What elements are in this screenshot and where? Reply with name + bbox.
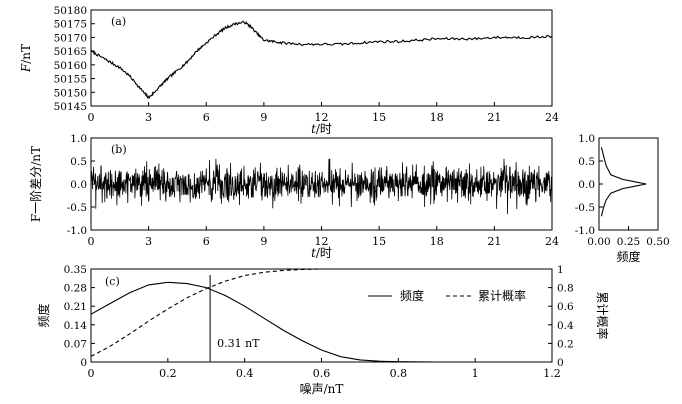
panel-c-xtick-label: 0.8 [390,367,408,380]
panel-b-label: (b) [111,143,127,156]
panel-b-xtick-label: 12 [315,235,329,248]
panel-b-ytick-label: 0.5 [70,156,87,168]
side-panel-ytick-label: 1.0 [578,133,595,145]
panel-a-field-line [90,20,553,100]
panel-c-legend-cumulative-label: 累计概率 [478,288,526,303]
side-panel-ytick-label: 0.0 [578,179,595,191]
panel-a-xtick-label: 21 [487,111,501,124]
panel-c-ytick-label: 0 [80,357,87,369]
panel-b-xtick-label: 15 [372,235,386,248]
side-panel-xtick-label: 0.25 [617,236,640,248]
panel-b-xtick-label: 9 [260,235,267,248]
panel-c-ytick-label: 0.35 [64,264,87,276]
side-panel-ytick-label: 0.5 [578,156,595,168]
panel-c-legend-frequency-label: 频度 [400,288,424,303]
panel-b-ylabel: F一阶差分/nT [29,146,43,222]
panel-c-xtick-label: 1 [472,367,479,380]
panel-c-right-ytick-label: 0.4 [557,320,574,332]
panel-c-ytick-label: 0.28 [64,283,87,295]
panel-a-ytick-label: 50170 [54,32,87,44]
panel-c-xtick-label: 0.2 [159,367,177,380]
panel-a-xtick-label: 15 [372,111,386,124]
side-panel-xtick-label: 0.00 [587,236,610,248]
panel-c-annotation-label: 0.31 nT [217,337,260,350]
panel-a-label: (a) [111,15,126,28]
panel-c-right-ytick-label: 0 [557,357,564,369]
panel-b-xtick-label: 3 [145,235,152,248]
panel-c-ytick-label: 0.07 [64,338,87,350]
panel-c-right-ytick-label: 0.6 [557,301,574,313]
panel-c-ytick-label: 0.21 [64,301,87,313]
panel-b-xtick-label: 24 [545,235,559,248]
panel-b-xtick-label: 18 [430,235,444,248]
panel-b-xtick-label: 0 [88,235,95,248]
panel-a-ytick-label: 50180 [54,5,87,17]
panel-b-ytick-label: 1.0 [70,133,87,145]
panel-c-xlabel: 噪声/nT [300,382,344,396]
panel-c-cumulative-line [90,268,495,357]
panel-c-xtick-label: 1.2 [543,367,561,380]
panel-a-xtick-label: 3 [145,111,152,124]
panel-b-difference-line [90,158,553,215]
panel-a-ytick-label: 50150 [54,87,87,99]
side-panel-ytick-label: -0.5 [575,202,595,214]
panel-c-right-ytick-label: 1 [557,264,564,276]
panel-c-ylabel: 频度 [36,303,51,327]
panel-c-frequency-line [90,281,495,363]
panel-a-ytick-label: 50155 [54,74,87,86]
panel-a-ytick-label: 50165 [54,46,87,58]
panel-a-frame [90,9,553,107]
panel-a-ytick-label: 50160 [54,60,87,72]
panel-b-ytick-label: 0.0 [70,179,87,191]
panel-a-xtick-label: 6 [203,111,210,124]
panel-a-xtick-label: 24 [545,111,559,124]
panel-c-xtick-label: 0.6 [313,367,331,380]
panel-a-ytick-label: 50175 [54,19,87,31]
panel-b-xtick-label: 21 [487,235,501,248]
panel-a-xtick-label: 0 [88,111,95,124]
panel-b-ytick-label: -0.5 [67,202,87,214]
panel-a-xtick-label: 18 [430,111,444,124]
side-panel-density-line [600,147,647,217]
panel-c-xtick-label: 0.4 [236,367,254,380]
panel-a-xtick-label: 9 [260,111,267,124]
panel-c-xtick-label: 0 [88,367,95,380]
panel-c-right-ytick-label: 0.8 [557,283,574,295]
panel-c-ytick-label: 0.14 [64,320,88,332]
panel-c-label: (c) [105,275,120,288]
panel-b-ytick-label: -1.0 [67,225,87,237]
side-panel-xtick-label: 0.50 [646,236,669,248]
side-panel-frame [598,137,659,231]
panel-c-right-ylabel: 累计概率 [595,291,610,339]
side-panel-ytick-label: -1.0 [575,225,595,237]
side-panel-xlabel: 频度 [616,249,640,264]
panel-a-xlabel: t/时 [311,122,332,136]
panel-a-xtick-label: 12 [315,111,329,124]
panel-b-xtick-label: 6 [203,235,210,248]
panel-b-xlabel: t/时 [311,246,332,260]
panel-a-ylabel: F/nT [19,44,33,73]
panel-a-ytick-label: 50145 [54,101,87,113]
panel-c-right-ytick-label: 0.2 [557,338,574,350]
